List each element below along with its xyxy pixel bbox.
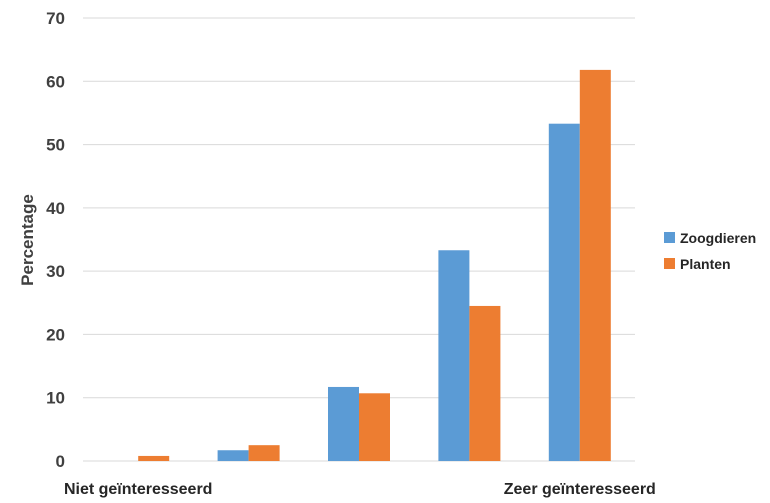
bar-planten-0 xyxy=(138,455,170,461)
gridlines xyxy=(83,17,635,462)
bar-planten-1 xyxy=(248,445,280,461)
category-labels: Niet geïnteresseerd Zeer geïnteresseerd xyxy=(64,481,656,498)
legend-label: Zoogdieren xyxy=(680,230,756,246)
y-tick-label: 40 xyxy=(46,199,65,218)
bars xyxy=(138,69,611,462)
legend-label: Planten xyxy=(680,256,731,272)
y-axis-title: Percentage xyxy=(18,194,37,286)
bar-zoogdieren-4 xyxy=(548,123,580,462)
bar-planten-3 xyxy=(469,305,501,461)
bar-zoogdieren-3 xyxy=(438,250,470,461)
y-tick-label: 70 xyxy=(46,9,65,28)
y-tick-label: 30 xyxy=(46,262,65,281)
bar-zoogdieren-1 xyxy=(217,450,249,461)
legend: Zoogdieren Planten xyxy=(664,230,756,272)
y-tick-label: 20 xyxy=(46,325,65,344)
y-tick-label: 60 xyxy=(46,72,65,91)
y-tick-label: 0 xyxy=(56,452,65,471)
bar-planten-4 xyxy=(579,69,611,461)
bar-planten-2 xyxy=(359,393,390,461)
bar-zoogdieren-2 xyxy=(328,386,359,461)
legend-swatch xyxy=(664,258,675,269)
category-label: Zeer geïnteresseerd xyxy=(504,481,656,498)
y-tick-labels: 0 10 20 30 40 50 60 70 xyxy=(46,9,65,471)
legend-swatch xyxy=(664,232,675,243)
y-tick-label: 10 xyxy=(46,389,65,408)
y-tick-label: 50 xyxy=(46,136,65,155)
category-label: Niet geïnteresseerd xyxy=(64,481,213,498)
